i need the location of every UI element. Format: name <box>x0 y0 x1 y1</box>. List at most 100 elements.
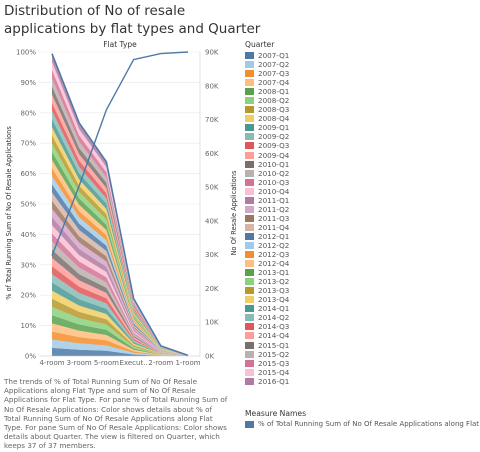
legend-swatch <box>245 142 254 150</box>
legend-label: 2014-Q1 <box>258 304 290 314</box>
left-tick-label: 0% <box>25 353 36 361</box>
x-tick-label: 5-room <box>94 359 119 367</box>
legend-item[interactable]: 2007-Q4 <box>245 78 480 87</box>
legend-label: 2011-Q4 <box>258 222 290 232</box>
measure-legend-title: Measure Names <box>245 409 307 418</box>
legend-label: 2012-Q2 <box>258 241 290 250</box>
measure-swatch <box>245 420 254 428</box>
legend-items: 2007-Q1 2007-Q2 2007-Q3 2007-Q4 2008-Q1 2008-… <box>245 51 480 386</box>
legend-item[interactable]: 2013-Q4 <box>245 295 480 304</box>
legend-item[interactable]: 2008-Q2 <box>245 96 480 105</box>
legend-label: 2011-Q2 <box>258 204 290 214</box>
legend-item[interactable]: 2011-Q3 <box>245 214 480 223</box>
legend-label: 2014-Q3 <box>258 322 290 332</box>
legend-swatch <box>245 97 254 105</box>
legend-swatch <box>245 52 254 60</box>
legend-label: 2008-Q4 <box>258 114 290 124</box>
legend-item[interactable]: 2008-Q4 <box>245 114 480 123</box>
legend-item[interactable]: 2012-Q1 <box>245 232 480 241</box>
legend-item[interactable]: 2010-Q3 <box>245 178 480 187</box>
left-axis-label: % of Total Running Sum of No Of Resale A… <box>5 126 13 300</box>
legend-item[interactable]: 2012-Q4 <box>245 259 480 268</box>
right-tick-label: 30K <box>205 251 219 259</box>
x-axis: 4-room 3-room 5-room Execut.. 2-room 1-room <box>39 355 201 367</box>
legend-label: 2015-Q3 <box>258 358 290 368</box>
legend-label: 2012-Q4 <box>258 259 290 269</box>
x-tick-label: Execut.. <box>120 359 148 367</box>
legend-item[interactable]: 2008-Q3 <box>245 105 480 114</box>
legend-swatch <box>245 124 254 132</box>
legend-label: 2010-Q2 <box>258 168 290 178</box>
legend-title: Quarter <box>245 40 275 49</box>
legend-item[interactable]: 2015-Q3 <box>245 359 480 368</box>
legend-item[interactable]: 2013-Q3 <box>245 286 480 295</box>
area-stack <box>51 53 189 357</box>
legend-item[interactable]: 2014-Q2 <box>245 313 480 322</box>
legend-label: 2012-Q1 <box>258 231 290 241</box>
legend-item[interactable]: 2011-Q1 <box>245 196 480 205</box>
chart: Flat Type 0% 10% 20% 30% 40% 50% 60% 70% 80% 90% 1… <box>5 40 238 367</box>
legend-label: 2009-Q4 <box>258 150 290 160</box>
left-tick-label: 30% <box>20 261 36 269</box>
legend-item[interactable]: 2010-Q1 <box>245 160 480 169</box>
legend-swatch <box>245 332 254 340</box>
legend-item[interactable]: 2011-Q4 <box>245 223 480 232</box>
measure-legend-item[interactable]: % of Total Running Sum of No Of Resale A… <box>245 420 480 428</box>
legend-swatch <box>245 223 254 231</box>
legend-swatch <box>245 260 254 268</box>
legend-item[interactable]: 2009-Q2 <box>245 132 480 141</box>
legend-item[interactable]: 2014-Q1 <box>245 304 480 313</box>
legend-item[interactable]: 2012-Q2 <box>245 241 480 250</box>
legend-item[interactable]: 2015-Q1 <box>245 341 480 350</box>
legend-swatch <box>245 133 254 141</box>
left-tick-label: 100% <box>16 49 36 57</box>
legend-swatch <box>245 251 254 259</box>
left-tick-label: 90% <box>20 79 36 87</box>
left-tick-label: 60% <box>20 170 36 178</box>
legend-swatch <box>245 287 254 295</box>
legend-label: 2013-Q4 <box>258 295 290 305</box>
legend-item[interactable]: 2007-Q2 <box>245 60 480 69</box>
legend-swatch <box>245 187 254 195</box>
legend-swatch <box>245 214 254 222</box>
legend-item[interactable]: 2015-Q4 <box>245 368 480 377</box>
legend-item[interactable]: 2010-Q4 <box>245 187 480 196</box>
left-axis: 0% 10% 20% 30% 40% 50% 60% 70% 80% 90% 100% <box>16 49 36 361</box>
right-tick-label: 60K <box>205 150 219 158</box>
legend-item[interactable]: 2009-Q4 <box>245 151 480 160</box>
legend-item[interactable]: 2007-Q3 <box>245 69 480 78</box>
legend-label: 2007-Q1 <box>258 51 290 61</box>
legend-item[interactable]: 2014-Q4 <box>245 331 480 340</box>
legend-label: 2014-Q4 <box>258 331 290 341</box>
legend-item[interactable]: 2013-Q1 <box>245 268 480 277</box>
legend-item[interactable]: 2012-Q3 <box>245 250 480 259</box>
legend-swatch <box>245 323 254 331</box>
legend-swatch <box>245 196 254 204</box>
legend-item[interactable]: 2013-Q2 <box>245 277 480 286</box>
area-top-edge <box>51 53 189 357</box>
left-tick-label: 80% <box>20 109 36 117</box>
legend-item[interactable]: 2010-Q2 <box>245 169 480 178</box>
chart-title: Distribution of No of resale application… <box>4 3 261 37</box>
legend-item[interactable]: 2009-Q1 <box>245 123 480 132</box>
area-band <box>52 339 188 356</box>
legend-label: 2012-Q3 <box>258 250 290 260</box>
x-tick-label: 4-room <box>39 359 64 367</box>
legend-item[interactable]: 2016-Q1 <box>245 377 480 386</box>
legend-label: 2011-Q1 <box>258 195 290 205</box>
legend-label: 2014-Q2 <box>258 313 290 323</box>
legend-item[interactable]: 2011-Q2 <box>245 205 480 214</box>
legend-item[interactable]: 2014-Q3 <box>245 322 480 331</box>
measure-legend: Measure Names % of Total Running Sum of … <box>245 409 480 428</box>
legend-item[interactable]: 2009-Q3 <box>245 141 480 150</box>
measure-legend-label: % of Total Running Sum of No Of Resale A… <box>258 420 480 428</box>
legend-item[interactable]: 2007-Q1 <box>245 51 480 60</box>
legend-item[interactable]: 2015-Q2 <box>245 350 480 359</box>
legend-label: 2016-Q1 <box>258 376 290 386</box>
legend-swatch <box>245 359 254 367</box>
legend-item[interactable]: 2008-Q1 <box>245 87 480 96</box>
column-header: Flat Type <box>103 40 137 49</box>
legend-label: 2015-Q4 <box>258 367 290 377</box>
right-tick-label: 40K <box>205 217 219 225</box>
legend-swatch <box>245 278 254 286</box>
